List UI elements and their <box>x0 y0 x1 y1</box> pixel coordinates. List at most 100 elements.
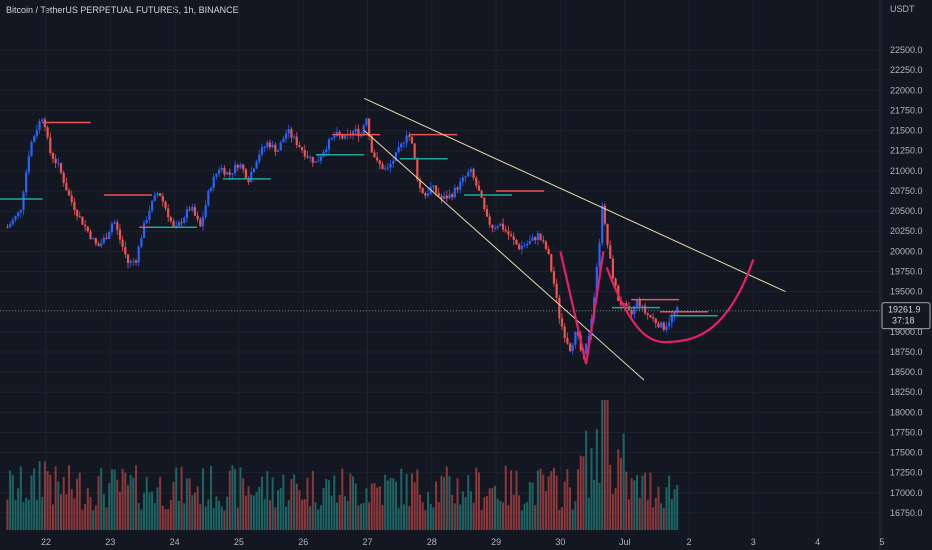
volume-bar <box>164 509 167 530</box>
candle-body <box>46 127 49 138</box>
volume-bar <box>611 494 614 530</box>
time-tick-label: 22 <box>41 537 51 547</box>
price-tick-label: 18750.0 <box>890 347 923 357</box>
volume-bar <box>199 504 202 530</box>
volume-bar <box>469 491 472 530</box>
candle-body <box>499 223 502 227</box>
volume-bar <box>220 506 223 530</box>
candle-body <box>633 306 636 315</box>
volume-bar <box>140 509 143 530</box>
volume-bar <box>544 491 547 530</box>
candle-body <box>180 222 183 224</box>
volume-bar <box>218 500 221 530</box>
volume-bar <box>384 474 387 530</box>
candle-body <box>108 232 111 239</box>
volume-bar <box>153 503 156 530</box>
candle-body <box>451 194 454 198</box>
candle-body <box>201 216 205 227</box>
candle-body <box>35 129 38 137</box>
candle-body <box>485 208 489 217</box>
volume-bar <box>424 510 427 530</box>
candle-body <box>547 248 550 254</box>
volume-bar <box>118 491 121 530</box>
volume-bar <box>432 507 435 530</box>
volume-bar <box>582 456 585 530</box>
volume-bar <box>416 469 419 530</box>
volume-bar <box>625 471 628 530</box>
candle-body <box>204 205 207 217</box>
candle-body <box>274 144 277 152</box>
volume-bar <box>352 476 355 530</box>
candle-body <box>662 322 665 330</box>
candle-body <box>651 317 655 319</box>
volume-bar <box>57 481 60 530</box>
candle-body <box>287 129 290 134</box>
volume-bar <box>81 509 84 530</box>
candle-body <box>338 131 341 136</box>
volume-bar <box>268 500 271 530</box>
time-axis[interactable]: 22 23 24 25 26 27 28 29 30 Jul 2 3 4 5 <box>41 537 884 547</box>
volume-bar <box>512 494 515 530</box>
candle-body <box>526 243 529 246</box>
candle-body <box>665 326 668 330</box>
volume-bar <box>577 469 580 530</box>
volume-bar <box>223 510 226 530</box>
candle-body <box>89 231 92 239</box>
candle-body <box>603 205 606 224</box>
volume-bar <box>373 483 376 530</box>
price-tick-label: 17500.0 <box>890 448 923 458</box>
volume-bar <box>365 488 368 530</box>
candle-body <box>668 322 671 327</box>
candle-body <box>239 164 242 168</box>
candle-body <box>92 238 95 240</box>
volume-bar <box>579 455 582 530</box>
volume-bar <box>19 466 22 530</box>
candle-body <box>311 156 314 163</box>
volume-bar <box>609 464 612 530</box>
candle-body <box>148 210 151 221</box>
volume-bar <box>231 465 234 530</box>
volume-bar <box>630 478 633 530</box>
candle-body <box>177 222 180 226</box>
candle-body <box>520 245 523 250</box>
candle-body <box>247 177 250 183</box>
volume-bar <box>475 467 478 530</box>
candle-body <box>121 239 124 248</box>
volume-bar <box>215 496 218 530</box>
candle-body <box>172 221 175 227</box>
last-price-tag: 19261.9 37:18 <box>881 302 931 330</box>
volume-bar <box>97 476 100 530</box>
time-tick-label: 29 <box>491 537 501 547</box>
candle-body <box>156 193 159 196</box>
candle-body <box>290 129 293 138</box>
candle-body <box>100 242 103 247</box>
volume-bar <box>619 457 622 530</box>
volume-bar <box>408 506 411 530</box>
candle-body <box>252 168 256 172</box>
candle-body <box>263 146 266 148</box>
candle-body <box>30 142 33 157</box>
candle-body <box>394 152 397 161</box>
candle-body <box>223 167 226 175</box>
candle-body <box>255 161 258 169</box>
volume-bar <box>392 478 395 530</box>
volume-bar <box>317 509 320 530</box>
volume-bar <box>298 490 301 530</box>
volume-bar <box>43 461 46 530</box>
candle-body <box>440 196 443 199</box>
candle-body <box>124 247 127 255</box>
candle-body <box>464 176 467 178</box>
candle-body <box>552 271 556 284</box>
volume-bar <box>362 502 365 530</box>
volume-bar <box>622 433 625 530</box>
volume-bar <box>159 476 162 530</box>
volume-bar <box>472 502 475 530</box>
candle-body <box>25 172 28 193</box>
candle-body <box>279 142 282 151</box>
volume-bar <box>627 499 630 530</box>
volume-bar <box>116 479 119 530</box>
candle-body <box>670 315 673 323</box>
price-axis[interactable]: 16750.0 17000.0 17250.0 17500.0 17750.0 18000… <box>890 45 923 518</box>
volume-bar <box>102 494 105 530</box>
